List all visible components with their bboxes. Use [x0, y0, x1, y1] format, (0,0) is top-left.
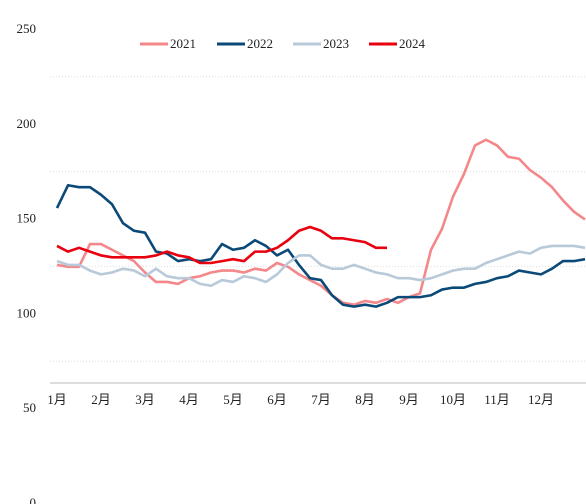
legend-label: 2024 [399, 36, 426, 51]
x-tick-label: 9月 [399, 392, 419, 407]
series-line [56, 225, 387, 265]
series-line [55, 183, 586, 308]
x-tick-label: 6月 [267, 392, 287, 407]
x-tick-label: 3月 [135, 392, 155, 407]
x-tick-label: 10月 [440, 392, 466, 407]
x-tick-label: 4月 [179, 392, 199, 407]
y-tick-label: 0 [30, 495, 37, 504]
x-tick-label: 1月 [47, 392, 67, 407]
legend-label: 2021 [170, 36, 196, 51]
y-tick-label: 150 [17, 211, 37, 226]
y-tick-label: 100 [17, 305, 37, 320]
series-line [56, 244, 586, 288]
legend-label: 2022 [247, 36, 273, 51]
x-tick-label: 8月 [355, 392, 375, 407]
y-tick-label: 250 [17, 21, 37, 36]
y-tick-label: 200 [17, 116, 37, 131]
x-tick-label: 12月 [528, 392, 554, 407]
x-tick-label: 7月 [311, 392, 331, 407]
series-line [56, 138, 586, 307]
x-tick-label: 2月 [91, 392, 111, 407]
x-tick-label: 5月 [223, 392, 243, 407]
x-tick-label: 11月 [484, 392, 510, 407]
legend-label: 2023 [323, 36, 349, 51]
y-tick-label: 50 [23, 400, 36, 415]
